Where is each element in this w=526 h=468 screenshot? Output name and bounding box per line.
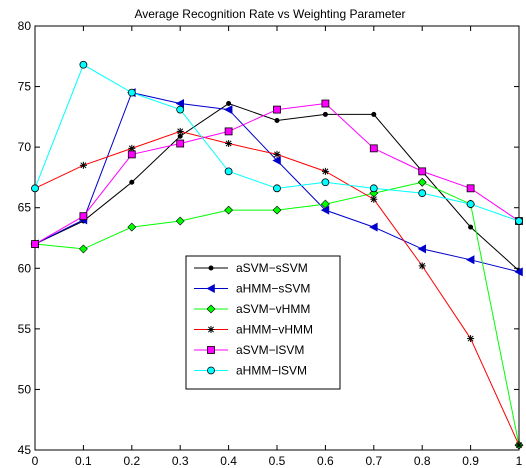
y-tick-label: 75 bbox=[18, 80, 32, 94]
data-point bbox=[515, 441, 523, 449]
axis-ticks: 0 0.1 0.2 0.3 0.4 0.5 0.6 0.7 0.8 0.9 1 45 50 55 60 65 7… bbox=[18, 19, 523, 468]
data-point bbox=[465, 255, 475, 265]
x-tick-label: 1 bbox=[516, 454, 523, 468]
legend-entry: aHMM−sSVM bbox=[194, 282, 310, 296]
legend-label: aHMM−vHMM bbox=[236, 323, 313, 337]
data-point bbox=[127, 150, 136, 159]
data-point bbox=[322, 111, 328, 117]
data-point bbox=[369, 184, 378, 193]
data-point bbox=[175, 216, 185, 226]
x-tick-label: 0.8 bbox=[414, 454, 431, 468]
data-point bbox=[207, 366, 215, 375]
legend-entry: aSVM−lSVM bbox=[194, 343, 304, 357]
data-point bbox=[274, 117, 280, 123]
data-point bbox=[176, 127, 184, 135]
legend: aSVM−sSVM aHMM−sSVM aSVM−vHMM aHMM−vHMM aSVM… bbox=[185, 255, 341, 390]
data-point bbox=[466, 200, 475, 208]
y-tick-label: 60 bbox=[18, 261, 32, 275]
data-point bbox=[176, 105, 185, 114]
data-point bbox=[321, 178, 330, 187]
data-point bbox=[369, 222, 378, 232]
data-point bbox=[320, 199, 330, 209]
legend-entry: aHMM−lSVM bbox=[194, 364, 307, 378]
legend-entry: aSVM−vHMM bbox=[194, 302, 310, 316]
x-tick-label: 0.4 bbox=[220, 454, 237, 468]
data-point bbox=[129, 179, 135, 185]
y-tick-label: 70 bbox=[18, 140, 32, 154]
legend-entry: aHMM−vHMM bbox=[194, 323, 313, 337]
data-point bbox=[128, 144, 136, 152]
legend-label: aHMM−lSVM bbox=[236, 364, 307, 378]
data-point bbox=[127, 222, 137, 232]
y-tick-label: 45 bbox=[18, 443, 32, 457]
data-point bbox=[176, 139, 185, 148]
x-tick-label: 0.3 bbox=[172, 454, 189, 468]
data-point bbox=[224, 167, 233, 176]
data-point bbox=[273, 150, 281, 158]
data-point bbox=[515, 217, 523, 225]
data-point bbox=[272, 155, 281, 165]
legend-label: aHMM−sSVM bbox=[236, 282, 310, 296]
data-point bbox=[418, 262, 426, 270]
data-point bbox=[78, 244, 88, 254]
data-point bbox=[468, 224, 474, 230]
data-point bbox=[31, 184, 39, 193]
y-tick-label: 55 bbox=[18, 322, 32, 336]
data-point bbox=[467, 335, 475, 343]
legend-entry: aSVM−sSVM bbox=[194, 261, 308, 275]
y-tick-label: 65 bbox=[18, 201, 32, 215]
x-tick-label: 0.7 bbox=[365, 454, 382, 468]
data-point bbox=[273, 105, 281, 114]
data-point bbox=[371, 111, 377, 117]
data-point bbox=[79, 161, 87, 169]
data-point bbox=[223, 105, 233, 115]
data-point bbox=[418, 189, 427, 198]
series-5 bbox=[31, 99, 523, 248]
data-point bbox=[208, 265, 214, 271]
data-point bbox=[417, 244, 427, 254]
data-point bbox=[417, 177, 427, 187]
series-layer bbox=[30, 60, 524, 450]
data-point bbox=[207, 346, 215, 354]
data-point bbox=[175, 99, 184, 109]
data-point bbox=[225, 140, 233, 148]
data-point bbox=[514, 267, 523, 277]
legend-label: aSVM−lSVM bbox=[236, 343, 304, 357]
data-point bbox=[321, 99, 330, 108]
data-point bbox=[207, 326, 215, 333]
data-point bbox=[273, 184, 281, 193]
x-tick-label: 0.9 bbox=[462, 454, 479, 468]
data-point bbox=[370, 195, 378, 203]
y-tick-label: 80 bbox=[18, 19, 32, 33]
data-point bbox=[224, 127, 233, 136]
data-point bbox=[79, 60, 88, 69]
data-point bbox=[206, 304, 216, 314]
x-tick-label: 0.2 bbox=[123, 454, 140, 468]
x-tick-label: 0.6 bbox=[317, 454, 334, 468]
data-point bbox=[418, 167, 427, 176]
y-tick-label: 50 bbox=[18, 382, 32, 396]
legend-label: aSVM−sSVM bbox=[236, 261, 308, 275]
data-point bbox=[369, 144, 378, 153]
legend-label: aSVM−vHMM bbox=[236, 302, 310, 316]
data-point bbox=[79, 212, 88, 221]
chart-title: Average Recognition Rate vs Weighting Pa… bbox=[134, 7, 405, 21]
data-point bbox=[226, 101, 232, 107]
data-point bbox=[206, 284, 215, 293]
data-point bbox=[272, 205, 282, 215]
data-point bbox=[127, 88, 136, 97]
data-point bbox=[31, 240, 39, 248]
data-point bbox=[321, 167, 329, 175]
data-point bbox=[224, 205, 234, 215]
x-tick-label: 0 bbox=[32, 454, 39, 468]
x-tick-label: 0.1 bbox=[75, 454, 92, 468]
data-point bbox=[466, 184, 475, 193]
series-6 bbox=[31, 60, 523, 225]
x-tick-label: 0.5 bbox=[269, 454, 286, 468]
